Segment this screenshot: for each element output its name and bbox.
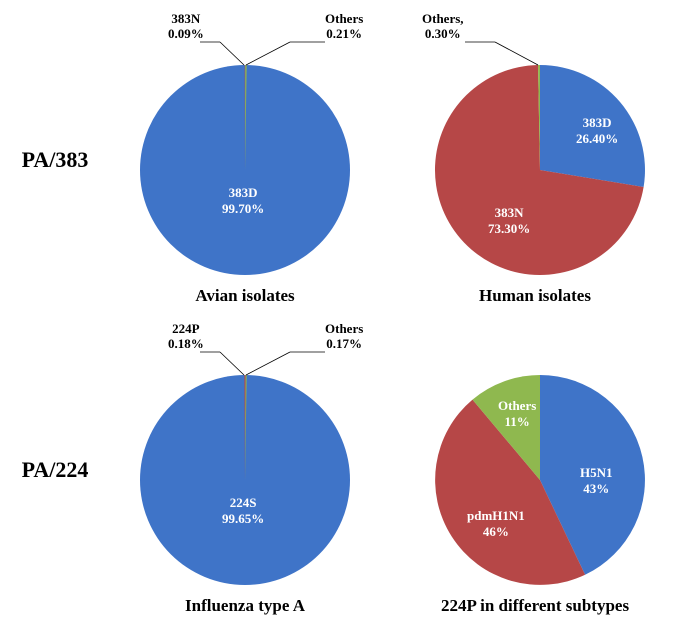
callout-others: Others, 0.30% — [422, 12, 464, 42]
callout-others-l1: Others — [325, 321, 363, 336]
callout-383n-l1: 383N — [171, 11, 200, 26]
label-383n-l2: 73.30% — [488, 221, 530, 236]
label-383d-l1: 383D — [583, 115, 612, 130]
figure-grid: PA/383 383N 0.09% Others 0.21% 383 — [10, 10, 675, 620]
pie-subtypes — [390, 320, 680, 620]
leader-others — [246, 42, 290, 65]
row-label-pa383: PA/383 — [10, 10, 100, 310]
label-224s-l1: 224S — [230, 495, 257, 510]
chart-avian: 383N 0.09% Others 0.21% 383D 99.70% Avia… — [100, 10, 390, 310]
label-pdm: pdmH1N1 46% — [467, 508, 525, 539]
caption-subtypes: 224P in different subtypes — [390, 596, 680, 616]
chart-subtypes: H5N1 43% pdmH1N1 46% Others 11% 224P in … — [390, 320, 680, 620]
label-224s-l2: 99.65% — [222, 511, 264, 526]
label-others-l1: Others — [498, 398, 536, 413]
caption-flua: Influenza type A — [100, 596, 390, 616]
label-pdm-l2: 46% — [483, 524, 509, 539]
label-383d-l2: 26.40% — [576, 131, 618, 146]
caption-avian: Avian isolates — [100, 286, 390, 306]
row-label-pa224: PA/224 — [10, 320, 100, 620]
leader-others — [246, 352, 290, 375]
callout-others-l2: 0.21% — [326, 26, 362, 41]
label-383d: 383D 26.40% — [576, 115, 618, 146]
leader-others — [495, 42, 538, 65]
leader-224p — [220, 352, 244, 375]
callout-224p: 224P 0.18% — [168, 322, 204, 352]
label-others-l2: 11% — [504, 414, 529, 429]
label-383d-l1: 383D — [229, 185, 258, 200]
callout-others-l1: Others, — [422, 11, 464, 26]
callout-others-l1: Others — [325, 11, 363, 26]
leader-383n — [220, 42, 244, 65]
chart-human: Others, 0.30% 383D 26.40% 383N 73.30% Hu… — [390, 10, 680, 310]
label-others: Others 11% — [498, 398, 536, 429]
pie-avian — [100, 10, 390, 310]
caption-human: Human isolates — [390, 286, 680, 306]
callout-224p-l1: 224P — [172, 321, 199, 336]
callout-383n: 383N 0.09% — [168, 12, 204, 42]
label-383n-l1: 383N — [495, 205, 524, 220]
callout-others-l2: 0.30% — [425, 26, 461, 41]
callout-224p-l2: 0.18% — [168, 336, 204, 351]
label-383n: 383N 73.30% — [488, 205, 530, 236]
callout-others: Others 0.21% — [325, 12, 363, 42]
label-pdm-l1: pdmH1N1 — [467, 508, 525, 523]
label-383d: 383D 99.70% — [222, 185, 264, 216]
label-h5n1: H5N1 43% — [580, 465, 613, 496]
callout-others-l2: 0.17% — [326, 336, 362, 351]
label-224s: 224S 99.65% — [222, 495, 264, 526]
label-383d-l2: 99.70% — [222, 201, 264, 216]
callout-383n-l2: 0.09% — [168, 26, 204, 41]
pie-flua — [100, 320, 390, 620]
pie-human — [390, 10, 680, 310]
label-h5n1-l1: H5N1 — [580, 465, 613, 480]
label-h5n1-l2: 43% — [583, 481, 609, 496]
callout-others: Others 0.17% — [325, 322, 363, 352]
chart-flua: 224P 0.18% Others 0.17% 224S 99.65% Infl… — [100, 320, 390, 620]
